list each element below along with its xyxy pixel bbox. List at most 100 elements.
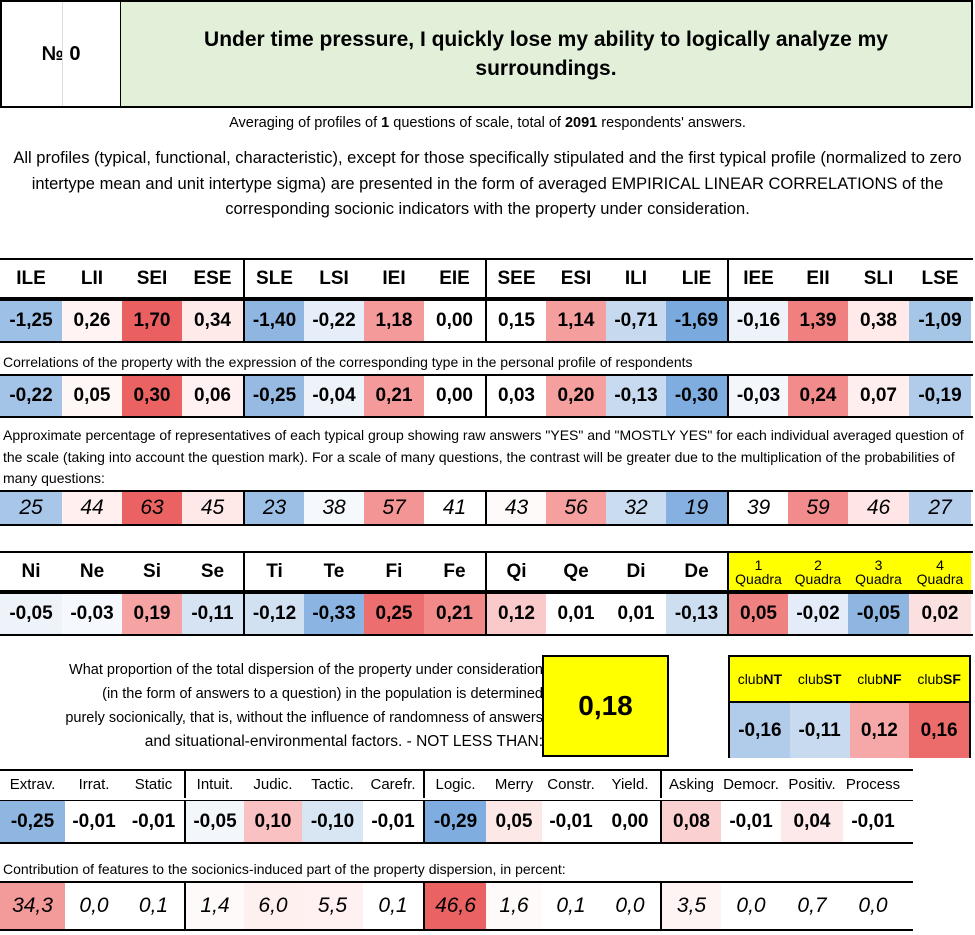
type-corr-1: 0,05	[62, 376, 122, 416]
contribution-value-13: 0,7	[781, 883, 843, 929]
type-header-1: LII	[80, 267, 104, 289]
function-header-7: Fe	[443, 560, 466, 582]
type-value-3: 0,34	[182, 301, 243, 341]
dispersion-value: 0,18	[542, 655, 669, 757]
feature-header-5: Tactic.	[311, 776, 354, 793]
dispersion-line-1: (in the form of answers to a question) i…	[102, 686, 543, 702]
feature-value-6: -0,01	[363, 801, 423, 842]
type-percent-2: 63	[122, 492, 182, 524]
percentages-note: Approximate percentage of representative…	[3, 427, 964, 486]
function-value-0: -0,05	[0, 594, 62, 634]
type-corr-6: 0,21	[364, 376, 424, 416]
dispersion-line-0: What proportion of the total dispersion …	[69, 662, 543, 678]
club-header-2: club NF	[857, 671, 902, 687]
feature-value-7: -0,29	[423, 801, 486, 842]
quadra-value-12: 0,05	[727, 594, 788, 634]
contribution-value-1: 0,0	[65, 883, 123, 929]
function-header-5: Te	[323, 560, 345, 582]
question-title: Under time pressure, I quickly lose my a…	[120, 0, 973, 108]
feature-header-14: Process	[845, 776, 901, 793]
contribution-note: Contribution of features to the socionic…	[3, 861, 566, 877]
club-value-2: 0,12	[849, 703, 910, 758]
contribution-value-2: 0,1	[123, 883, 184, 929]
type-header-6: IEI	[382, 267, 406, 289]
description-text: All profiles (typical, functional, chara…	[13, 149, 962, 218]
type-header-8: SEE	[485, 260, 546, 297]
dispersion-line-3: and situational-environmental factors. -…	[144, 733, 543, 750]
contribution-value-9: 0,1	[542, 883, 600, 929]
function-value-7: 0,21	[424, 594, 485, 634]
type-value-11: -1,69	[666, 301, 727, 341]
functions-header-row: Ni Ne Si Se Ti Te Fi Fe Qi Qe Di De 1 Quadra 2 Quadra 3 Q…	[0, 551, 973, 592]
type-percent-11: 19	[666, 492, 727, 524]
function-header-10: Di	[626, 560, 646, 582]
type-value-5: -0,22	[304, 301, 364, 341]
type-header-2: SEI	[136, 267, 168, 289]
type-corr-15: -0,19	[909, 376, 971, 416]
type-value-9: 1,14	[546, 301, 606, 341]
functions-value-row: -0,05 -0,03 0,19 -0,11 -0,12 -0,33 0,25 0,21 0,1…	[0, 592, 973, 636]
types-header-row: ILE LII SEI ESE SLE LSI IEI EIE SEE ESI ILI LIE IEE E…	[0, 258, 973, 299]
feature-value-9: -0,01	[542, 801, 600, 842]
type-value-8: 0,15	[485, 301, 546, 341]
type-value-13: 1,39	[788, 301, 848, 341]
function-value-5: -0,33	[304, 594, 364, 634]
function-value-10: 0,01	[606, 594, 666, 634]
dispersion-text: What proportion of the total dispersion …	[40, 658, 543, 754]
type-percent-0: 25	[0, 492, 62, 524]
type-correlation-note: Correlations of the property with the ex…	[3, 354, 693, 370]
quadra-header-2: 3 Quadra	[848, 553, 909, 590]
type-percent-12: 39	[727, 492, 788, 524]
type-header-13: EII	[806, 267, 830, 289]
feature-header-9: Constr.	[547, 776, 595, 793]
club-header-1: club ST	[797, 671, 842, 687]
type-percent-7: 41	[424, 492, 485, 524]
number-label: №	[41, 42, 64, 65]
type-corr-4: -0,25	[243, 376, 304, 416]
type-header-11: LIE	[681, 267, 712, 289]
feature-value-10: 0,00	[600, 801, 660, 842]
type-value-0: -1,25	[0, 301, 62, 341]
type-value-14: 0,38	[848, 301, 909, 341]
function-header-6: Fi	[385, 560, 403, 582]
type-percent-1: 44	[62, 492, 122, 524]
quadra-value-14: -0,05	[848, 594, 909, 634]
feature-value-2: -0,01	[123, 801, 184, 842]
function-header-1: Ne	[79, 560, 105, 582]
type-header-14: SLI	[863, 267, 894, 289]
quadra-header-1: 2 Quadra	[788, 553, 848, 590]
type-header-5: LSI	[319, 267, 349, 289]
function-header-0: Ni	[21, 560, 41, 582]
feature-header-12: Democr.	[723, 776, 779, 793]
type-corr-7: 0,00	[424, 376, 485, 416]
feature-header-1: Irrat.	[78, 776, 110, 793]
type-corr-8: 0,03	[485, 376, 546, 416]
type-corr-11: -0,30	[666, 376, 727, 416]
club-header-0: club NT	[737, 671, 783, 687]
type-percent-15: 27	[909, 492, 971, 524]
type-percent-4: 23	[243, 492, 304, 524]
feature-value-12: -0,01	[721, 801, 781, 842]
feature-header-11: Asking	[660, 771, 721, 798]
function-value-4: -0,12	[243, 594, 304, 634]
contribution-value-0: 34,3	[0, 883, 65, 929]
clubs-table: club NT club ST club NF club SF -0,16 -0,11 0,12 0…	[728, 655, 971, 758]
type-value-4: -1,40	[243, 301, 304, 341]
features-header-row: Extrav. Irrat. Static Intuit. Judic. Tactic. C…	[0, 769, 913, 798]
club-header-3: club SF	[917, 671, 961, 687]
feature-header-2: Static	[134, 776, 173, 793]
type-corr-13: 0,24	[788, 376, 848, 416]
club-value-0: -0,16	[730, 703, 790, 758]
type-corr-12: -0,03	[727, 376, 788, 416]
feature-header-3: Intuit.	[184, 771, 244, 798]
type-corr-2: 0,30	[122, 376, 182, 416]
type-correlation-row: -0,22 0,05 0,30 0,06 -0,25 -0,04 0,21 0,00 0,03 0…	[0, 374, 973, 418]
function-header-9: Qe	[563, 560, 589, 582]
type-corr-9: 0,20	[546, 376, 606, 416]
function-header-3: Se	[200, 560, 225, 582]
feature-value-0: -0,25	[0, 801, 65, 842]
summary-line: Averaging of profiles of 1 questions of …	[229, 115, 746, 131]
type-value-12: -0,16	[727, 301, 788, 341]
function-value-9: 0,01	[546, 594, 606, 634]
type-value-15: -1,09	[909, 301, 971, 341]
